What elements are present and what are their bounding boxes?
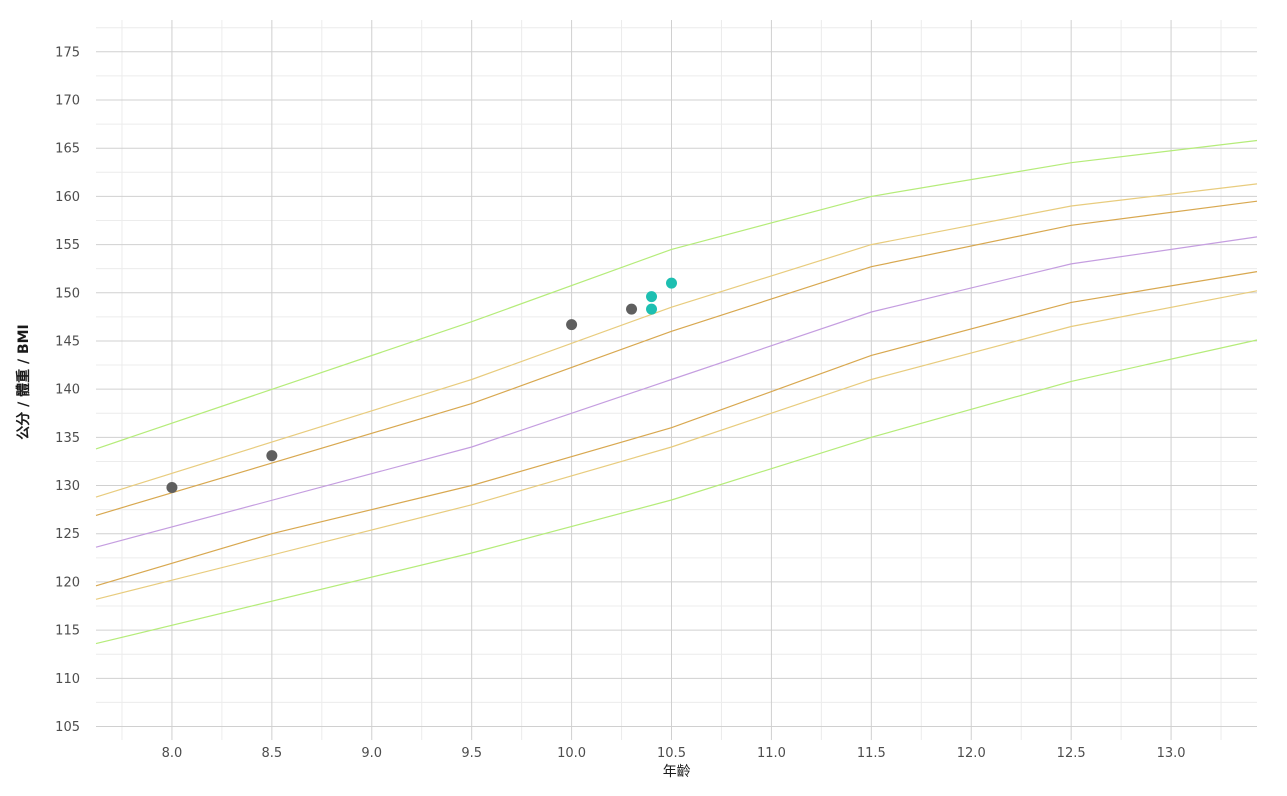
- data-point-5: [646, 291, 658, 303]
- x-tick-label: 12.0: [957, 746, 986, 761]
- x-tick-label: 9.5: [461, 746, 482, 761]
- percentile-curve-6: [95, 290, 1258, 600]
- y-tick-label: 160: [55, 190, 80, 205]
- percentile-curve-4: [95, 236, 1258, 548]
- x-tick-label: 10.5: [657, 746, 686, 761]
- y-tick-label: 140: [55, 383, 80, 398]
- x-axis-tick-labels: 8.0 8.5 9.0 9.5 10.0 10.5 11.0 11.5 12.0 12.5 13.0: [162, 746, 1186, 761]
- y-tick-label: 165: [55, 142, 80, 157]
- percentile-curve-2: [95, 183, 1258, 498]
- x-tick-label: 12.5: [1057, 746, 1086, 761]
- y-tick-label: 145: [55, 334, 80, 349]
- y-tick-label: 110: [55, 672, 80, 687]
- percentile-curve-3: [95, 200, 1258, 516]
- y-tick-label: 115: [55, 624, 80, 639]
- percentile-curves: [95, 139, 1258, 645]
- y-tick-label: 105: [55, 720, 80, 735]
- data-point-2: [266, 450, 278, 462]
- percentile-curve-1: [95, 139, 1258, 450]
- y-tick-label: 125: [55, 527, 80, 542]
- data-point-7: [666, 277, 678, 289]
- data-point-1: [166, 481, 178, 493]
- y-tick-label: 130: [55, 479, 80, 494]
- x-axis-title: 年齡: [663, 764, 691, 780]
- y-tick-label: 170: [55, 94, 80, 109]
- data-point-6: [646, 303, 658, 315]
- x-tick-label: 11.0: [757, 746, 786, 761]
- x-tick-label: 10.0: [557, 746, 586, 761]
- data-point-3: [566, 319, 578, 331]
- x-tick-label: 8.5: [262, 746, 283, 761]
- y-tick-label: 155: [55, 238, 80, 253]
- y-tick-label: 135: [55, 431, 80, 446]
- percentile-curve-7: [95, 339, 1258, 645]
- x-tick-label: 8.0: [162, 746, 183, 761]
- x-tick-label: 11.5: [857, 746, 886, 761]
- y-tick-label: 150: [55, 286, 80, 301]
- major-gridlines: [96, 20, 1257, 740]
- y-tick-label: 175: [55, 45, 80, 60]
- x-tick-label: 13.0: [1157, 746, 1186, 761]
- x-tick-label: 9.0: [361, 746, 382, 761]
- minor-gridlines: [96, 20, 1257, 740]
- data-point-4: [626, 303, 638, 315]
- y-axis-tick-labels: 105 110 115 120 125 130 135 140 145 150 155 160 165 1…: [55, 45, 80, 735]
- y-axis-title: 公分 / 體重 / BMI: [15, 324, 32, 440]
- data-points: [166, 277, 678, 493]
- y-tick-label: 120: [55, 575, 80, 590]
- percentile-curve-5: [95, 271, 1258, 587]
